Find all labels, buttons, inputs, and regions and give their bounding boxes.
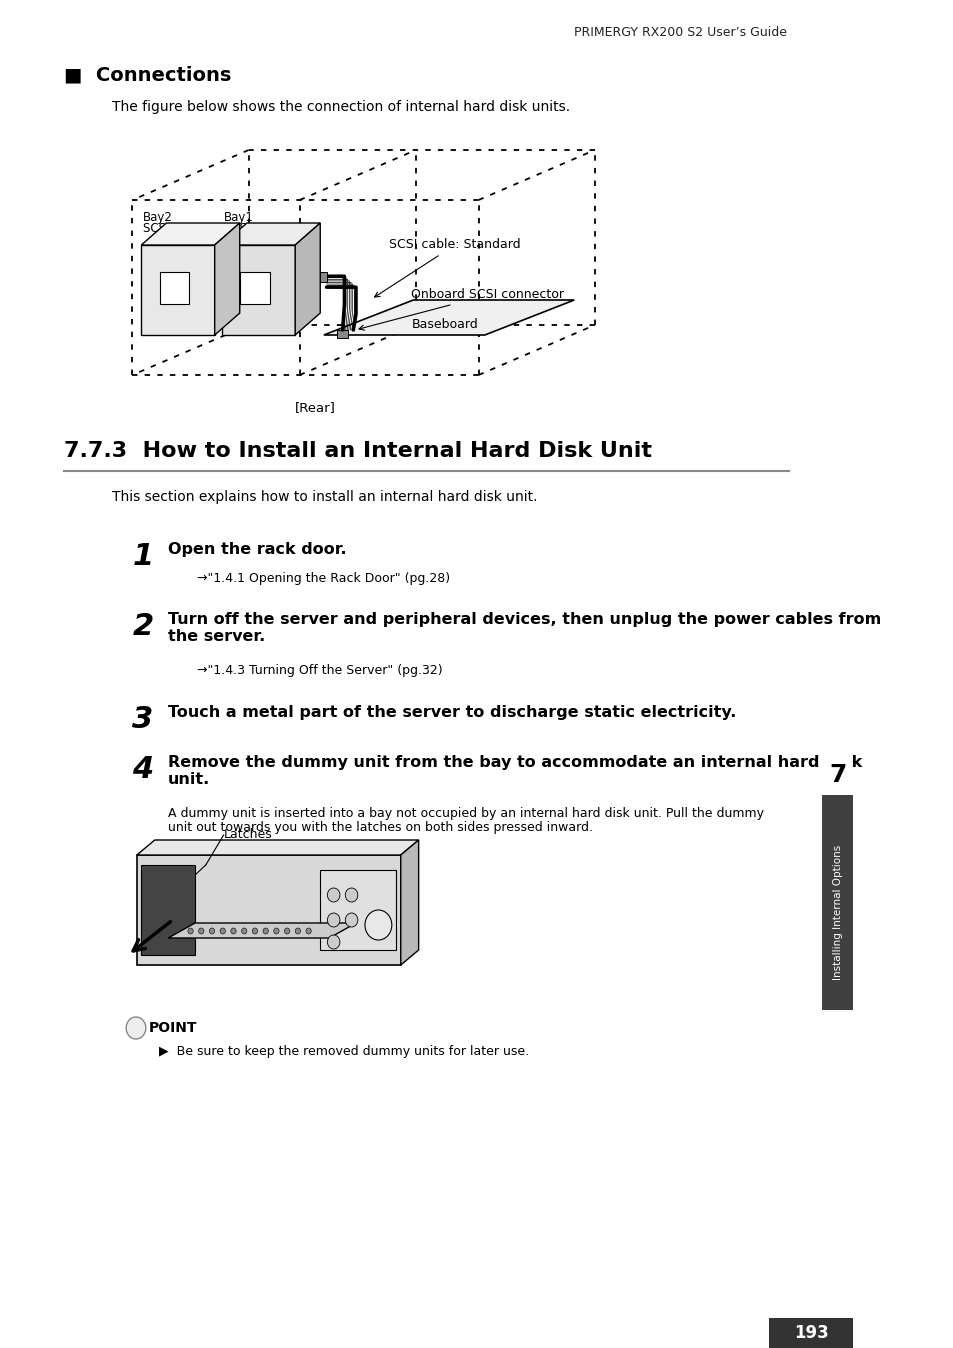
- Text: ®: ®: [131, 1023, 141, 1033]
- Circle shape: [209, 927, 214, 934]
- Text: →"1.4.3 Turning Off the Server" (pg.32): →"1.4.3 Turning Off the Server" (pg.32): [196, 665, 442, 677]
- Polygon shape: [222, 222, 320, 245]
- Text: Touch a metal part of the server to discharge static electricity.: Touch a metal part of the server to disc…: [168, 705, 736, 720]
- Circle shape: [345, 913, 357, 927]
- Text: Bay2: Bay2: [143, 210, 172, 224]
- Bar: [768, 1318, 853, 1348]
- Text: 2: 2: [132, 612, 153, 642]
- Bar: [821, 755, 853, 1010]
- Bar: [320, 272, 326, 282]
- Bar: [240, 272, 270, 303]
- Text: [Rear]: [Rear]: [294, 402, 335, 414]
- Circle shape: [231, 927, 236, 934]
- Text: unit out towards you with the latches on both sides pressed inward.: unit out towards you with the latches on…: [168, 821, 593, 834]
- Text: 3: 3: [132, 705, 153, 735]
- Polygon shape: [141, 245, 214, 336]
- Text: 193: 193: [793, 1324, 828, 1343]
- Text: Latches: Latches: [223, 829, 273, 841]
- Circle shape: [327, 888, 339, 902]
- Text: 4: 4: [132, 755, 153, 785]
- Text: Remove the dummy unit from the bay to accommodate an internal hard disk
unit.: Remove the dummy unit from the bay to ac…: [168, 755, 862, 787]
- Circle shape: [198, 927, 204, 934]
- Polygon shape: [222, 245, 294, 336]
- Text: →"1.4.1 Opening the Rack Door" (pg.28): →"1.4.1 Opening the Rack Door" (pg.28): [196, 572, 450, 585]
- Circle shape: [220, 927, 225, 934]
- Text: 1: 1: [132, 542, 153, 572]
- Circle shape: [188, 927, 193, 934]
- Text: Installing Internal Options: Installing Internal Options: [832, 844, 841, 980]
- Text: 7.7.3  How to Install an Internal Hard Disk Unit: 7.7.3 How to Install an Internal Hard Di…: [65, 441, 652, 461]
- Polygon shape: [136, 855, 400, 965]
- Text: Baseboard: Baseboard: [411, 318, 477, 332]
- Circle shape: [327, 913, 339, 927]
- Polygon shape: [168, 923, 355, 938]
- Text: ■  Connections: ■ Connections: [65, 66, 232, 85]
- Text: PRIMERGY RX200 S2 User’s Guide: PRIMERGY RX200 S2 User’s Guide: [574, 26, 786, 39]
- Circle shape: [306, 927, 311, 934]
- Circle shape: [327, 936, 339, 949]
- Text: Turn off the server and peripheral devices, then unplug the power cables from
th: Turn off the server and peripheral devic…: [168, 612, 881, 644]
- Polygon shape: [294, 222, 320, 336]
- Text: ▶  Be sure to keep the removed dummy units for later use.: ▶ Be sure to keep the removed dummy unit…: [159, 1046, 529, 1058]
- Polygon shape: [323, 301, 574, 336]
- Circle shape: [263, 927, 268, 934]
- Circle shape: [252, 927, 257, 934]
- Bar: [337, 330, 348, 338]
- Text: Bay1: Bay1: [223, 210, 253, 224]
- Circle shape: [241, 927, 247, 934]
- Circle shape: [126, 1016, 146, 1039]
- Text: POINT: POINT: [149, 1020, 196, 1035]
- Text: SCSI cable: Standard: SCSI cable: Standard: [375, 239, 520, 297]
- Text: This section explains how to install an internal hard disk unit.: This section explains how to install an …: [112, 491, 537, 504]
- Polygon shape: [141, 222, 239, 245]
- Text: Onboard SCSI connector: Onboard SCSI connector: [358, 288, 564, 330]
- Polygon shape: [214, 222, 239, 336]
- Circle shape: [274, 927, 279, 934]
- Circle shape: [365, 910, 392, 940]
- Bar: [320, 869, 395, 950]
- Text: 7: 7: [828, 763, 845, 787]
- Bar: [141, 865, 194, 954]
- Circle shape: [345, 888, 357, 902]
- Text: SCSI ID: 0: SCSI ID: 0: [223, 222, 281, 236]
- Circle shape: [284, 927, 290, 934]
- Text: SCSI ID: 1: SCSI ID: 1: [143, 222, 201, 236]
- Polygon shape: [136, 840, 418, 855]
- Polygon shape: [400, 840, 418, 965]
- Text: Open the rack door.: Open the rack door.: [168, 542, 347, 557]
- Bar: [821, 755, 853, 795]
- Text: The figure below shows the connection of internal hard disk units.: The figure below shows the connection of…: [112, 100, 569, 115]
- Bar: [159, 272, 189, 303]
- Circle shape: [294, 927, 300, 934]
- Text: A dummy unit is inserted into a bay not occupied by an internal hard disk unit. : A dummy unit is inserted into a bay not …: [168, 807, 763, 820]
